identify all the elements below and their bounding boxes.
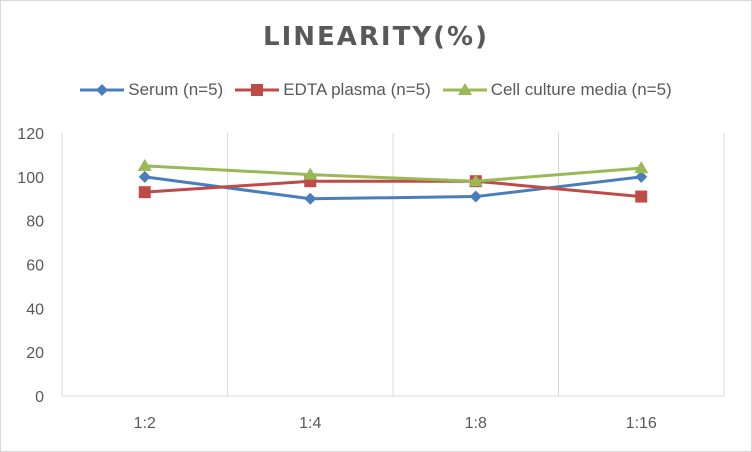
legend-diamond-icon <box>80 84 125 96</box>
y-tick-label: 40 <box>26 301 44 318</box>
legend-item: EDTA plasma (n=5) <box>235 80 431 100</box>
y-tick-label: 60 <box>26 258 44 275</box>
legend-triangle-icon <box>442 83 487 95</box>
x-tick-label: 1:4 <box>299 415 321 432</box>
legend-item: Cell culture media (n=5) <box>442 80 672 100</box>
x-tick-label: 1:8 <box>465 415 487 432</box>
y-tick-label: 100 <box>17 170 44 187</box>
data-point-0-0 <box>138 170 151 183</box>
data-point-2-2 <box>468 174 483 187</box>
legend-label: EDTA plasma (n=5) <box>283 80 431 99</box>
data-point-1-3 <box>635 190 648 203</box>
data-point-0-1 <box>304 192 317 205</box>
data-point-0-2 <box>469 190 482 203</box>
legend-label: Serum (n=5) <box>128 80 224 99</box>
legend-label: Cell culture media (n=5) <box>490 80 672 99</box>
data-point-2-0 <box>137 158 152 171</box>
data-point-2-1 <box>303 167 318 180</box>
chart-title: LINEARITY(%) <box>263 22 489 52</box>
y-tick-label: 80 <box>26 214 44 231</box>
series-line-2 <box>144 164 642 183</box>
x-tick-label: 1:16 <box>626 415 657 432</box>
data-point-1-0 <box>138 186 151 199</box>
series-line-1 <box>144 179 642 199</box>
legend-square-icon <box>235 84 280 96</box>
legend-item: Serum (n=5) <box>80 80 223 100</box>
x-tick-label: 1:2 <box>134 415 156 432</box>
y-tick-label: 120 <box>17 126 44 143</box>
data-point-0-3 <box>635 170 648 183</box>
legend: Serum (n=5) EDTA plasma (n=5) Cell culture… <box>0 80 752 100</box>
y-tick-label: 0 <box>35 389 44 406</box>
y-tick-label: 20 <box>26 345 44 362</box>
data-point-2-3 <box>634 161 649 174</box>
